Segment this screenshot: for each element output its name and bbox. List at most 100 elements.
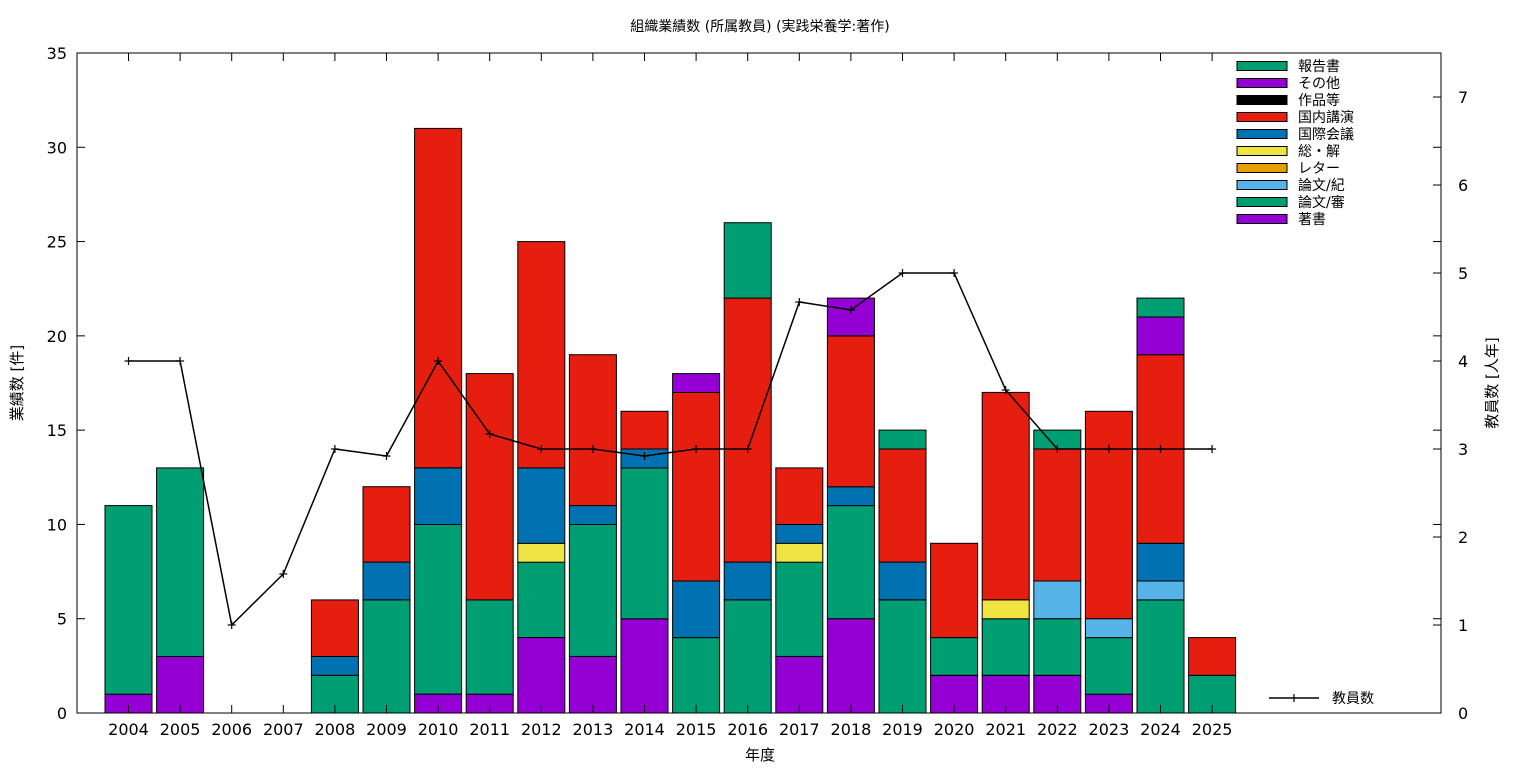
bar-segment xyxy=(672,391,721,582)
bar-segment xyxy=(723,599,772,714)
line-point xyxy=(176,357,185,365)
x-tick-label: 2012 xyxy=(521,720,562,739)
line-point xyxy=(1053,445,1062,453)
bar-segment xyxy=(620,618,669,714)
y-tick-label: 15 xyxy=(47,421,67,440)
bar-segment xyxy=(156,467,205,657)
bar-segment xyxy=(672,373,721,394)
bar-segment xyxy=(568,354,617,507)
bar-segment xyxy=(568,505,617,526)
y2-tick-label: 1 xyxy=(1458,616,1468,635)
bar-segment xyxy=(723,297,772,563)
bar-segment xyxy=(568,523,617,657)
y2-tick-label: 6 xyxy=(1458,176,1468,195)
bar-segment xyxy=(517,241,566,469)
line-point xyxy=(434,357,443,365)
legend-swatch xyxy=(1236,129,1288,139)
bar-segment xyxy=(1084,637,1133,695)
bar-segment xyxy=(1033,448,1082,582)
bar-segment xyxy=(826,505,875,620)
bar-segment xyxy=(826,335,875,488)
x-tick-label: 2015 xyxy=(676,720,717,739)
bar-segment xyxy=(1136,316,1185,356)
legend-label: 著書 xyxy=(1298,212,1326,228)
bar-segment xyxy=(620,467,669,620)
y-tick-label: 0 xyxy=(57,704,67,723)
chart-title: 組織業績数 (所属教員) (実践栄養学:著作) xyxy=(630,18,889,35)
bar-segment xyxy=(362,599,411,714)
bar-segment xyxy=(414,467,463,525)
x-tick-label: 2009 xyxy=(366,720,407,739)
line-point xyxy=(1104,445,1113,453)
bar-segment xyxy=(517,467,566,544)
line-point xyxy=(950,269,959,277)
x-tick-label: 2017 xyxy=(779,720,820,739)
legend-swatch xyxy=(1236,146,1288,156)
line-point xyxy=(588,445,597,453)
legend-label: レター xyxy=(1298,161,1340,177)
bar-segment xyxy=(362,561,411,601)
bar-segment xyxy=(414,523,463,695)
y-tick-label: 30 xyxy=(47,138,67,157)
y-axis-label: 業績数 [件] xyxy=(8,345,26,421)
legend-label: 総・解 xyxy=(1298,144,1340,160)
x-tick-label: 2019 xyxy=(882,720,923,739)
bar-segment xyxy=(1136,297,1185,318)
line-teacher-count xyxy=(128,272,1213,627)
x-tick-label: 2018 xyxy=(831,720,872,739)
bar-segment xyxy=(1033,580,1082,620)
legend-label: 作品等 xyxy=(1298,92,1340,109)
legend-swatch xyxy=(1236,163,1288,173)
bar-segment xyxy=(517,637,566,714)
legend-swatch xyxy=(1236,95,1288,105)
x-tick-label: 2007 xyxy=(263,720,304,739)
bar-segment xyxy=(1136,580,1185,601)
y2-tick-label: 7 xyxy=(1458,88,1468,107)
line-point xyxy=(1156,445,1165,453)
bar-segment xyxy=(620,410,669,450)
bar-segment xyxy=(930,637,979,676)
legend-swatch xyxy=(1236,61,1288,71)
x-tick-label: 2011 xyxy=(469,720,510,739)
y-tick-label: 25 xyxy=(47,233,67,252)
bar-segment xyxy=(414,127,463,469)
bar-segment xyxy=(826,486,875,507)
bar-segment xyxy=(362,486,411,563)
bar-segment xyxy=(775,542,824,563)
legend-swatch xyxy=(1236,112,1288,122)
bar-segment xyxy=(1136,599,1185,714)
bars-layer xyxy=(104,127,1237,714)
bar-segment xyxy=(878,599,927,714)
bar-segment xyxy=(310,599,359,658)
x-tick-label: 2013 xyxy=(573,720,614,739)
line-point xyxy=(382,452,391,461)
line-point xyxy=(846,305,855,314)
x-tick-label: 2024 xyxy=(1140,720,1181,739)
legend-swatch xyxy=(1236,197,1288,207)
line-point xyxy=(330,445,339,453)
x-tick-label: 2025 xyxy=(1192,720,1233,739)
legend-label: 国内講演 xyxy=(1298,110,1354,126)
x-tick-label: 2006 xyxy=(211,720,252,739)
bar-segment xyxy=(1033,618,1082,676)
y2-axis-label: 教員数 [人年] xyxy=(1483,337,1501,428)
bar-segment xyxy=(826,618,875,714)
bar-segment xyxy=(981,618,1030,676)
line-point xyxy=(279,569,288,578)
x-axis-label: 年度 xyxy=(745,746,775,764)
bar-segment xyxy=(465,373,514,601)
x-tick-label: 2023 xyxy=(1089,720,1130,739)
line-point xyxy=(692,445,701,453)
bar-segment xyxy=(981,391,1030,601)
line-layer xyxy=(124,269,1217,629)
y-tick-label: 20 xyxy=(47,327,67,346)
bar-segment xyxy=(930,542,979,639)
bar-segment xyxy=(310,655,359,676)
bar-segment xyxy=(775,561,824,657)
x-tick-label: 2022 xyxy=(1037,720,1078,739)
line-point xyxy=(537,445,546,453)
bar-segment xyxy=(775,655,824,714)
